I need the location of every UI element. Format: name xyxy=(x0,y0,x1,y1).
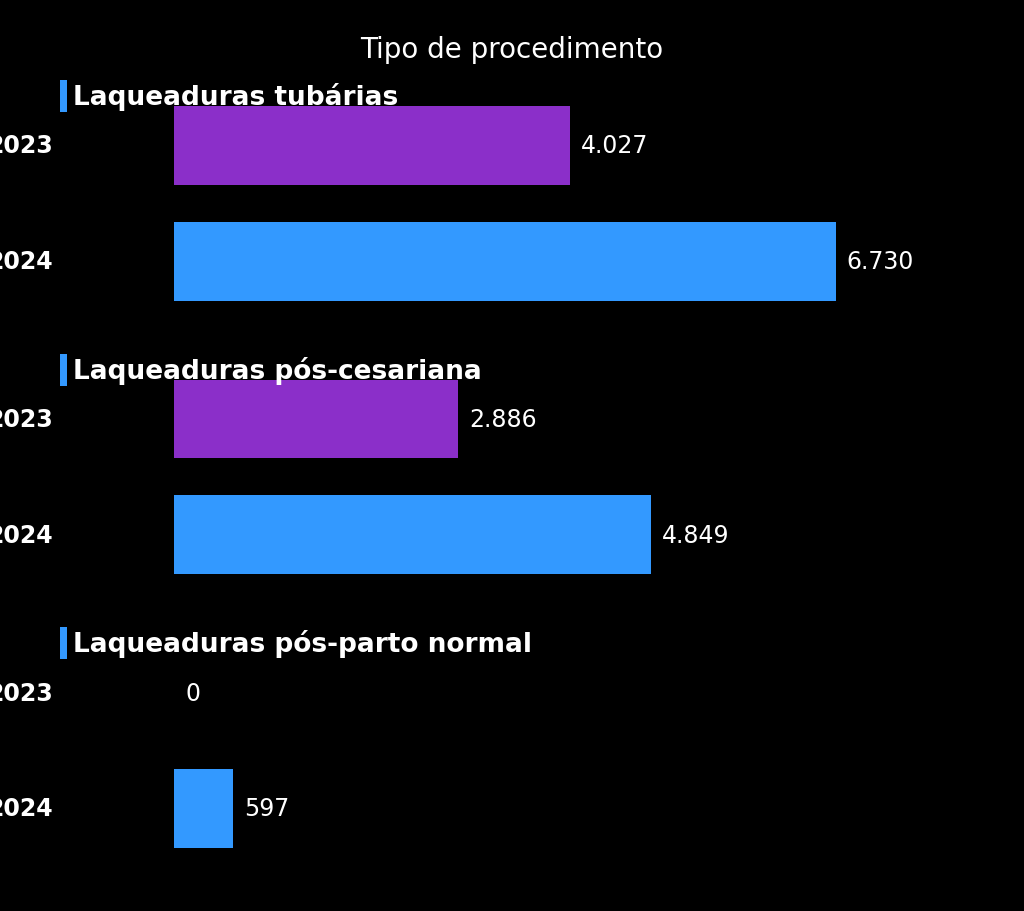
Text: 597: 597 xyxy=(244,796,289,821)
Text: 6.730: 6.730 xyxy=(847,250,914,274)
Text: 2023: 2023 xyxy=(0,681,52,705)
Text: Tipo de procedimento: Tipo de procedimento xyxy=(360,36,664,65)
Text: 0: 0 xyxy=(185,681,200,705)
Bar xyxy=(174,222,836,302)
Bar xyxy=(59,354,68,386)
Text: 2024: 2024 xyxy=(0,796,52,821)
Bar xyxy=(174,769,232,848)
Text: 2023: 2023 xyxy=(0,134,52,159)
Bar xyxy=(59,81,68,113)
Text: 4.849: 4.849 xyxy=(662,523,729,548)
Text: 2024: 2024 xyxy=(0,523,52,548)
Bar xyxy=(174,496,651,575)
Text: 4.027: 4.027 xyxy=(581,134,648,159)
Bar xyxy=(59,628,68,660)
Text: Laqueaduras pós-parto normal: Laqueaduras pós-parto normal xyxy=(73,630,532,658)
Text: Laqueaduras pós-cesariana: Laqueaduras pós-cesariana xyxy=(73,356,482,384)
Bar xyxy=(174,107,570,186)
Bar xyxy=(174,380,458,459)
Text: 2024: 2024 xyxy=(0,250,52,274)
Text: 2023: 2023 xyxy=(0,407,52,432)
Text: 2.886: 2.886 xyxy=(469,407,537,432)
Text: Laqueaduras tubárias: Laqueaduras tubárias xyxy=(73,83,398,111)
